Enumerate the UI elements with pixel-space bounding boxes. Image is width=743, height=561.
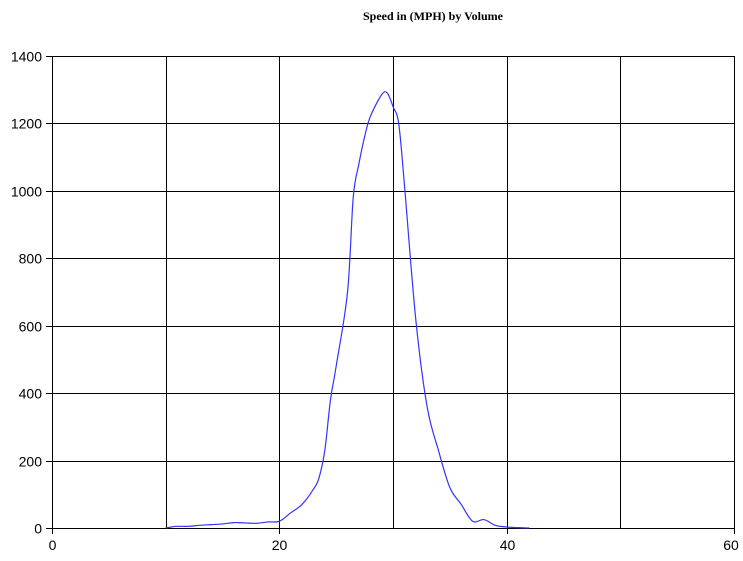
grid [52,56,735,529]
y-tick-label: 1000 [11,184,42,200]
axes [46,56,735,534]
y-tick-label: 800 [19,251,43,267]
x-tick-label: 0 [49,537,57,553]
x-tick-label: 40 [500,537,516,553]
x-tick-label: 20 [272,537,288,553]
y-tick-label: 1200 [11,116,42,132]
chart-title: Speed in (MPH) by Volume [363,9,504,23]
y-tick-label: 1400 [11,49,42,65]
y-tick-label: 400 [19,386,43,402]
x-tick-label: 60 [723,537,739,553]
speed-volume-series-line [165,91,530,529]
series-layer [165,91,530,529]
y-tick-label: 600 [19,319,43,335]
y-tick-label: 0 [34,521,42,537]
y-tick-label: 200 [19,454,43,470]
tick-labels: 0 200 400 600 800 1000 1200 1400 0 20 40 60 [11,49,739,554]
